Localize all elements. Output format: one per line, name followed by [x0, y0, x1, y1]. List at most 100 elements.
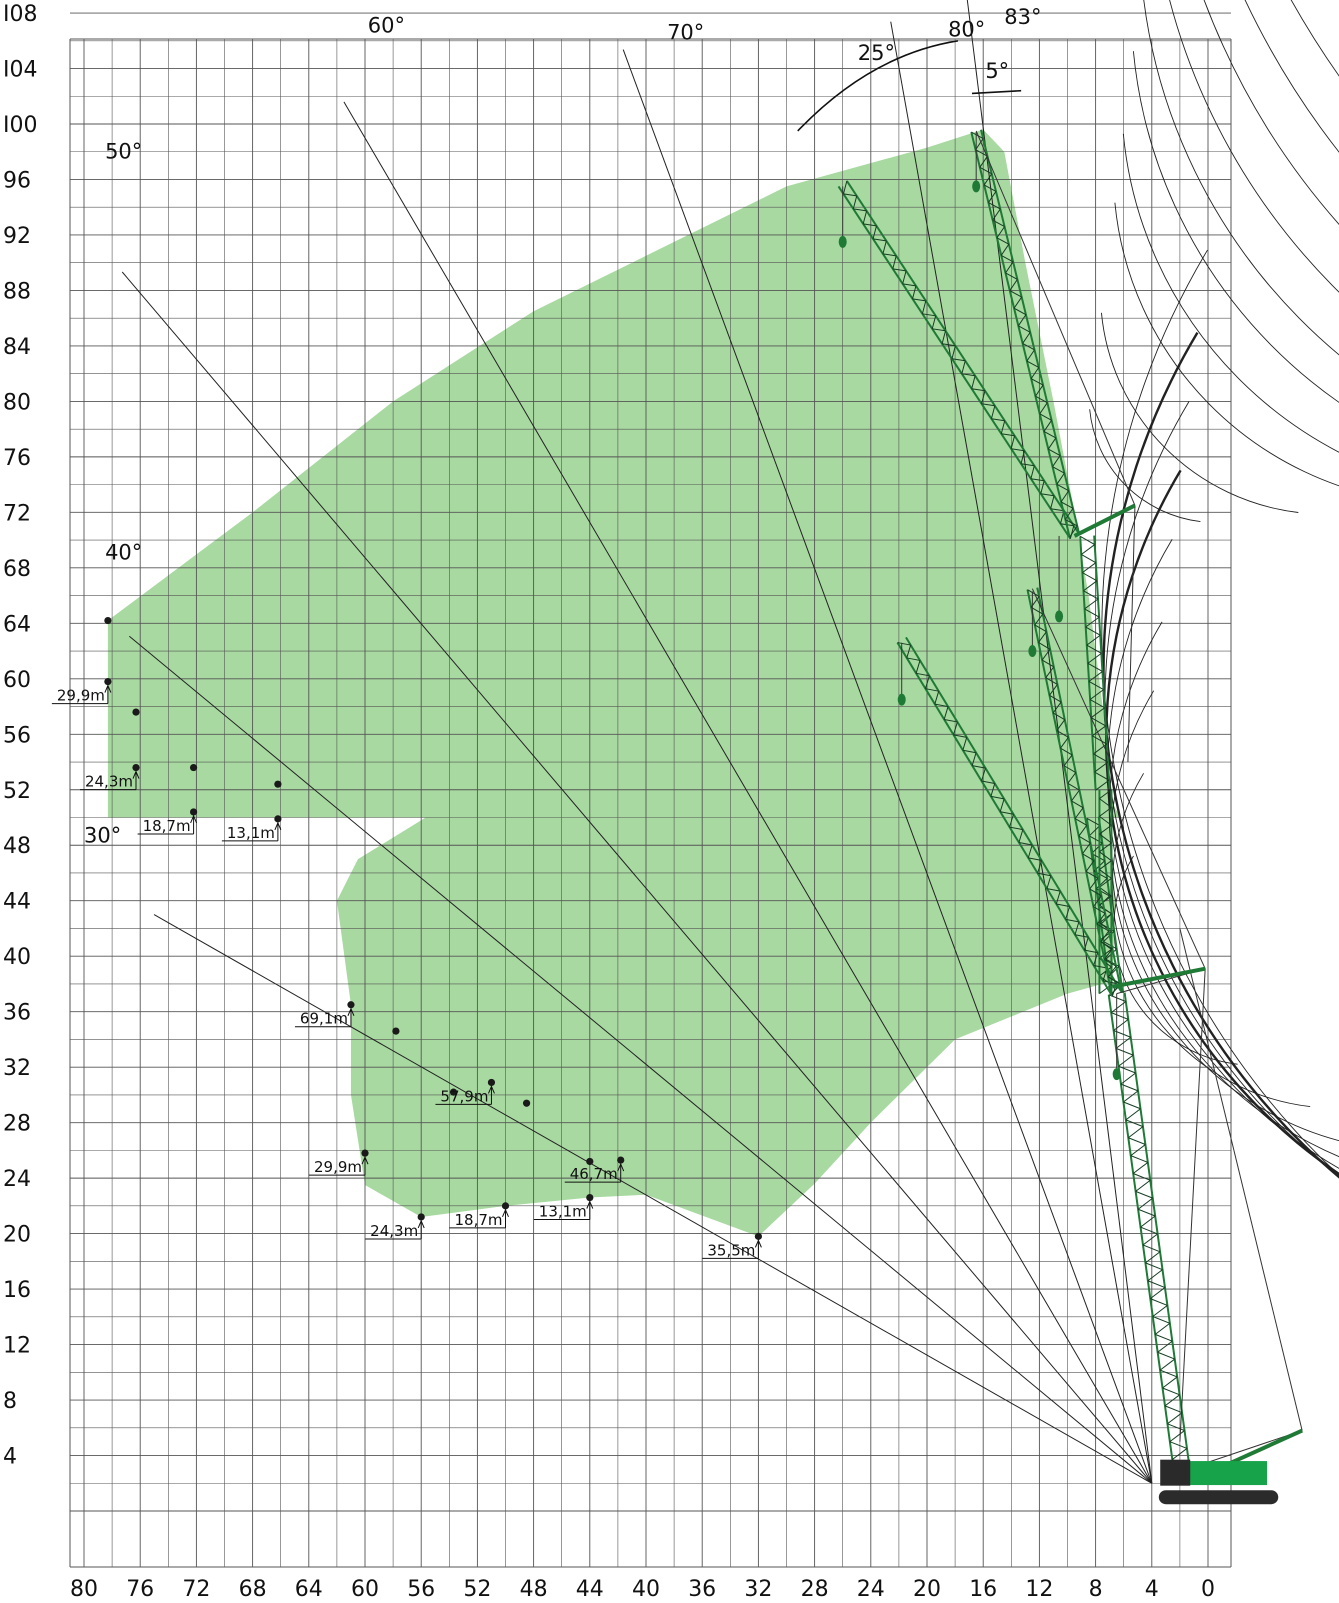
y-tick-label: 40	[3, 945, 31, 970]
boom-angle-line	[153, 914, 1153, 1484]
lattice-bracing	[1079, 535, 1110, 791]
y-tick-label: I00	[3, 113, 37, 138]
lower-jib-length-label: 35,5m	[707, 1241, 755, 1259]
y-tick-label: 8	[3, 1389, 17, 1414]
lower-luffing-jib-high	[1026, 587, 1123, 995]
boom-angle-line	[622, 49, 1153, 1484]
y-tick-label: 44	[3, 890, 31, 915]
x-tick-label: 68	[239, 1577, 267, 1602]
reach-marker	[104, 677, 112, 686]
lattice-bracing	[897, 642, 1117, 997]
lattice-chord	[970, 131, 1071, 538]
y-tick-label: 84	[3, 335, 31, 360]
upper-jib-arc	[1290, 0, 1339, 77]
guy-wire	[1179, 928, 1303, 1431]
reach-marker	[501, 1202, 510, 1210]
x-tick-label: 48	[520, 1577, 548, 1602]
luffing-span-arc	[797, 39, 959, 132]
boom-angle-label: 50°	[105, 140, 142, 164]
x-tick-label: 64	[295, 1577, 323, 1602]
upper-jib-arc	[1089, 409, 1201, 522]
boom-angle-label: 83°	[1004, 5, 1041, 29]
hook-block-icon	[1028, 645, 1037, 658]
dimension-arrow	[361, 1155, 369, 1165]
lower-derrick-mast	[1112, 966, 1206, 989]
boom-angle-line	[121, 271, 1153, 1484]
reach-marker	[347, 1001, 355, 1009]
dimension-arrow	[190, 814, 198, 824]
boom-angle-line	[343, 101, 1153, 1484]
boom-angle-label: 70°	[667, 20, 704, 44]
y-tick-label: 48	[3, 834, 31, 859]
dimension-arrow	[754, 1239, 762, 1248]
crane-layer	[837, 129, 1303, 1505]
upper-jib-arc	[1192, 0, 1339, 443]
reach-marker	[361, 1149, 369, 1157]
hook-block-icon	[838, 235, 847, 248]
reach-marker	[392, 1027, 400, 1035]
hook-block-icon	[1055, 610, 1064, 623]
upper-jib-arc	[1132, 51, 1339, 403]
reach-marker	[586, 1193, 594, 1202]
luffing-span-label: 25°	[858, 41, 895, 65]
jib-arc-layer	[1089, 0, 1339, 1179]
reach-marker	[189, 808, 198, 816]
x-tick-label: 44	[576, 1577, 604, 1602]
guy-wire	[1031, 588, 1206, 969]
dimension-arrow	[617, 1162, 625, 1172]
boom-angle-label: 30°	[84, 823, 121, 847]
dimension-arrow	[132, 770, 140, 779]
boom-angle-line	[890, 21, 1153, 1484]
boom-angle-label: 80°	[948, 18, 985, 42]
upper-jib-length-label: 18,7m	[143, 817, 191, 835]
lattice-bracing	[971, 131, 1078, 538]
lower-jib-length-label: 57,9m	[440, 1087, 488, 1105]
y-tick-label: 4	[3, 1445, 17, 1470]
y-tick-label: 20	[3, 1223, 31, 1248]
lower-jib-arc	[1113, 855, 1238, 1065]
y-tick-label: 52	[3, 779, 31, 804]
y-tick-label: 36	[3, 1001, 31, 1026]
x-tick-label: 16	[969, 1577, 997, 1602]
reach-marker	[132, 763, 140, 772]
crawler-track	[1158, 1490, 1279, 1505]
y-tick-label: 92	[3, 224, 31, 249]
x-tick-label: 60	[351, 1577, 379, 1602]
y-tick-label: 88	[3, 279, 31, 304]
upper-luffing-jib-high	[970, 129, 1081, 538]
hook-block-icon	[897, 693, 906, 706]
x-tick-label: 20	[913, 1577, 941, 1602]
boom-angle-label: 60°	[368, 13, 405, 37]
y-tick-label: 12	[3, 1334, 31, 1359]
upper-derrick-mast	[1073, 503, 1136, 538]
x-tick-label: 32	[744, 1577, 772, 1602]
lower-jib-arc	[1108, 621, 1339, 1158]
lattice-bracing	[1027, 589, 1121, 995]
hook-block-icon	[972, 180, 981, 193]
x-tick-label: 56	[407, 1577, 435, 1602]
grid-layer	[69, 12, 1232, 1568]
y-tick-label: 60	[3, 668, 31, 693]
guy-wire	[1179, 968, 1206, 1442]
boom-angle-line	[129, 635, 1153, 1484]
guy-wire	[1127, 505, 1136, 763]
crane-superstructure	[1189, 1461, 1268, 1486]
upper-jib-length-label: 13,1m	[227, 824, 275, 842]
dimension-arrow	[347, 1007, 355, 1016]
lattice-chord	[846, 180, 1080, 534]
reach-marker	[522, 1099, 531, 1107]
lower-jib-length-label: 69,1m	[300, 1010, 348, 1028]
lower-jib-arc	[1105, 469, 1339, 1176]
x-tick-label: 8	[1089, 1577, 1103, 1602]
y-tick-label: 56	[3, 723, 31, 748]
reach-marker	[274, 815, 282, 823]
upper-boom-section	[1079, 535, 1111, 791]
lower-jib-length-label: 18,7m	[454, 1211, 502, 1229]
reach-marker	[274, 780, 282, 788]
luffing-span-arc	[971, 89, 1022, 95]
reach-marker	[754, 1232, 763, 1240]
reach-marker	[417, 1213, 425, 1221]
dimension-arrow	[487, 1085, 495, 1094]
reach-marker	[132, 708, 140, 716]
